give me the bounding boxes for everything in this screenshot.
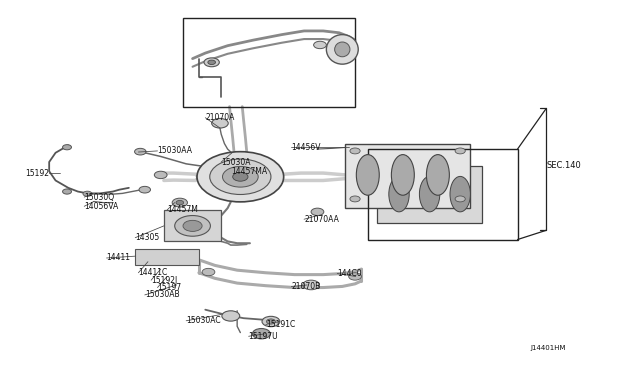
- Circle shape: [252, 328, 270, 339]
- Circle shape: [212, 118, 228, 128]
- Ellipse shape: [335, 42, 350, 57]
- Circle shape: [266, 319, 275, 324]
- Bar: [164, 210, 221, 241]
- Text: 15192J: 15192J: [151, 276, 177, 285]
- Text: 15030AC: 15030AC: [186, 316, 221, 325]
- Circle shape: [349, 273, 362, 280]
- Text: 14056VA: 14056VA: [84, 202, 118, 211]
- Ellipse shape: [389, 176, 409, 212]
- Circle shape: [455, 148, 465, 154]
- Circle shape: [350, 148, 360, 154]
- Circle shape: [176, 201, 184, 205]
- Text: 144C0: 144C0: [337, 269, 362, 278]
- Text: 15030A: 15030A: [221, 157, 251, 167]
- Circle shape: [204, 58, 220, 67]
- Bar: [378, 166, 483, 223]
- Text: 15030Q: 15030Q: [84, 193, 115, 202]
- Bar: [135, 249, 199, 265]
- Circle shape: [311, 208, 324, 215]
- Ellipse shape: [450, 176, 470, 212]
- Text: 14411: 14411: [106, 253, 131, 263]
- Ellipse shape: [356, 155, 380, 195]
- Text: 15192: 15192: [25, 169, 49, 177]
- Circle shape: [262, 316, 280, 327]
- Circle shape: [175, 215, 211, 236]
- Circle shape: [172, 198, 188, 207]
- Circle shape: [63, 145, 72, 150]
- Text: 14457MA: 14457MA: [231, 167, 267, 176]
- Circle shape: [314, 41, 326, 49]
- Circle shape: [134, 148, 146, 155]
- Circle shape: [222, 311, 240, 321]
- Text: 14456V: 14456V: [291, 143, 321, 152]
- Circle shape: [233, 172, 248, 181]
- Circle shape: [63, 189, 72, 194]
- Text: 15030AA: 15030AA: [157, 147, 193, 155]
- Bar: [183, 18, 355, 107]
- Circle shape: [455, 196, 465, 202]
- Circle shape: [350, 196, 360, 202]
- Circle shape: [223, 166, 258, 187]
- Text: 14457M: 14457M: [167, 205, 198, 215]
- Text: 21070AA: 21070AA: [304, 215, 339, 224]
- Text: SEC.140: SEC.140: [546, 161, 581, 170]
- Text: 15197: 15197: [157, 283, 182, 292]
- Circle shape: [202, 268, 215, 276]
- Ellipse shape: [419, 176, 440, 212]
- Text: 15191C: 15191C: [266, 320, 295, 329]
- Text: 15197U: 15197U: [248, 332, 278, 341]
- Circle shape: [208, 60, 216, 64]
- Circle shape: [197, 152, 284, 202]
- Text: J14401HM: J14401HM: [531, 346, 566, 352]
- Text: 14411C: 14411C: [138, 268, 168, 277]
- Circle shape: [83, 191, 92, 196]
- Bar: [368, 149, 518, 240]
- Text: 14305: 14305: [135, 233, 159, 242]
- Ellipse shape: [426, 155, 449, 195]
- Ellipse shape: [392, 155, 414, 195]
- Circle shape: [183, 220, 202, 231]
- Circle shape: [303, 280, 319, 290]
- Circle shape: [139, 186, 150, 193]
- Text: 15030AB: 15030AB: [145, 291, 179, 299]
- Bar: [346, 144, 470, 208]
- Circle shape: [210, 159, 271, 195]
- Ellipse shape: [326, 35, 358, 64]
- Circle shape: [154, 171, 167, 179]
- Text: 21070B: 21070B: [291, 282, 321, 291]
- Text: 21070A: 21070A: [205, 113, 235, 122]
